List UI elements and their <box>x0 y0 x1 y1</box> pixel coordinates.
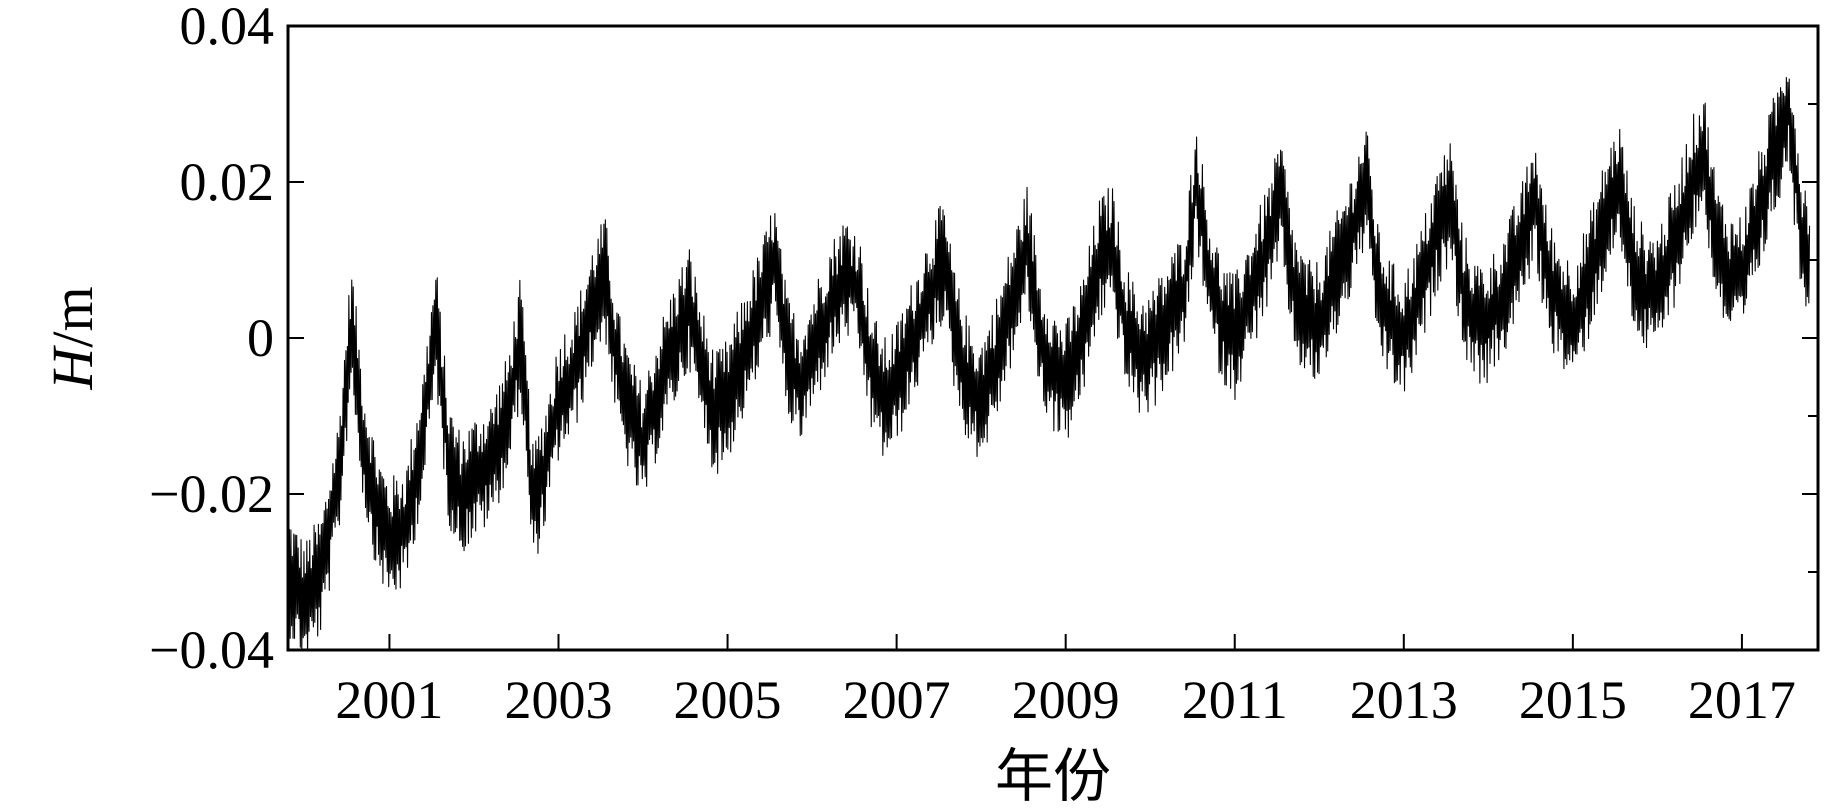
y-axis-title: H/m <box>40 286 105 390</box>
y-tick-label: −0.02 <box>149 464 274 524</box>
y-tick-label: 0.02 <box>180 152 275 212</box>
x-tick-label: 2011 <box>1182 670 1288 730</box>
x-tick-label: 2003 <box>504 670 612 730</box>
x-tick-label: 2013 <box>1350 670 1458 730</box>
x-tick-label: 2007 <box>843 670 951 730</box>
x-tick-label: 2001 <box>335 670 443 730</box>
tick-labels-layer: −0.04 −0.02 0 0.02 0.04 2001 2003 2005 2007 2009 2… <box>149 0 1796 730</box>
y-tick-label: 0.04 <box>180 0 275 56</box>
x-tick-label: 2009 <box>1012 670 1120 730</box>
y-axis-title-unit: /m <box>40 286 105 347</box>
ticks-layer <box>288 25 1818 651</box>
series-line <box>288 76 1811 650</box>
x-tick-label: 2005 <box>674 670 782 730</box>
x-tick-label: 2017 <box>1688 670 1796 730</box>
y-tick-label: −0.04 <box>149 620 274 680</box>
x-axis-title: 年份 <box>995 744 1111 809</box>
series-layer <box>288 76 1811 650</box>
plot-area <box>286 24 1820 652</box>
x-tick-label: 2015 <box>1519 670 1627 730</box>
y-axis-title-symbol: H <box>40 345 105 391</box>
y-tick-label: 0 <box>247 308 274 368</box>
